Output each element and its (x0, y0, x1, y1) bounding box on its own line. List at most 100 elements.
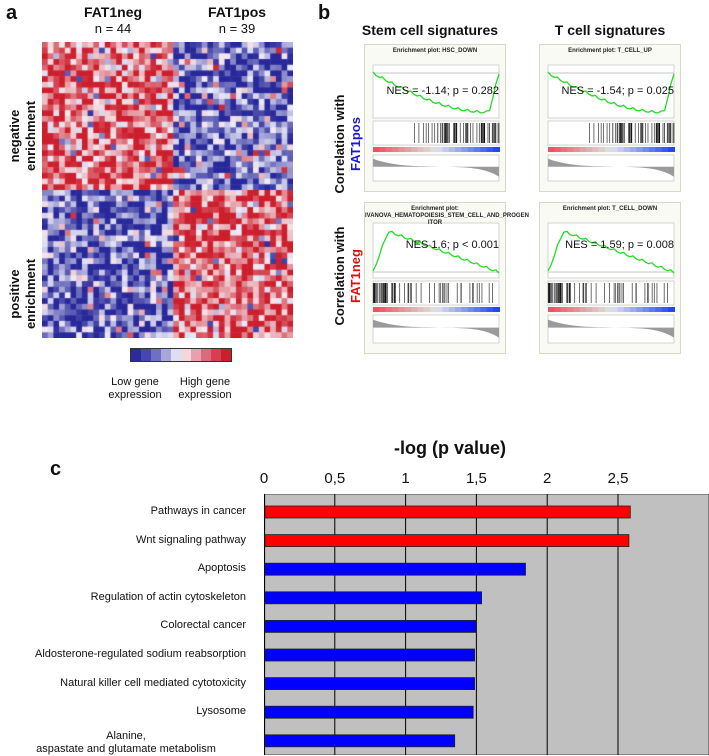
gsea-curve-svg (372, 222, 500, 344)
gsea-curve-frame (547, 222, 675, 279)
legend-swatch (201, 349, 211, 361)
col-header-tcell: T cell signatures (554, 22, 666, 38)
row-label-positive-line1: positive (7, 269, 22, 319)
gsea-ranked-metric (548, 158, 674, 177)
gsea-ranked-metric (548, 319, 674, 338)
gsea-nes-stat: NES = 1.59; p = 0.008 (565, 239, 674, 251)
group2-name: FAT1pos (207, 4, 267, 20)
bar-regulation-of-actin-cytoskeleton (264, 591, 483, 605)
gsea-plot-tcell-up: Enrichment plot: T_CELL_UP NES = -1.54; … (539, 44, 681, 192)
legend-high-line2: expression (178, 389, 232, 401)
gsea-curve-frame (547, 64, 675, 119)
legend-swatch (171, 349, 181, 361)
legend-swatch (221, 349, 231, 361)
row-label-negative-line2: enrichment (23, 100, 38, 172)
row-label-fat1pos: Correlation with FAT1pos (332, 84, 368, 204)
gsea-title-line: Enrichment plot: HSC_DOWN (392, 48, 478, 54)
chart-axis-title: -log (p value) (394, 438, 506, 458)
category-label: Lysosome (196, 705, 246, 718)
row2-correlation-text: Correlation with (332, 226, 347, 326)
x-tick-label: 0,5 (324, 470, 346, 487)
gsea-plot-title: Enrichment plot: T_CELL_UP (540, 48, 680, 55)
panel-a-letter: a (6, 2, 18, 24)
legend-high-label: High gene expression (170, 376, 240, 402)
group2-count: n = 39 (218, 21, 256, 36)
legend-low-line2: expression (108, 389, 162, 401)
expression-color-legend (130, 348, 232, 362)
gsea-curve-frame (372, 64, 500, 119)
gsea-enrichment-curve (372, 230, 500, 274)
category-label: Alanine, aspastate and glutamate metaboli… (36, 729, 216, 755)
row1-group-text: FAT1pos (348, 117, 363, 171)
bar-aldosterone-regulated-sodium-reabsorption (264, 648, 476, 662)
legend-swatch (151, 349, 161, 361)
gsea-nes-stat: NES = -1.54; p = 0.025 (561, 85, 674, 97)
row2-group-text: FAT1neg (348, 249, 363, 303)
gsea-rank-gradient (373, 147, 500, 152)
gsea-curve-svg (547, 222, 675, 344)
expression-heatmap (42, 42, 293, 338)
gsea-title-line: ITOR (427, 220, 443, 226)
bar-colorectal-cancer (264, 620, 477, 633)
gsea-plot-title: Enrichment plot: HSC_DOWN (365, 48, 505, 55)
gsea-title-line: Enrichment plot: T_CELL_DOWN (562, 206, 658, 212)
bar-apoptosis (264, 562, 526, 576)
x-tick-label: 2 (543, 470, 552, 487)
panel-c-letter: c (50, 458, 62, 480)
gsea-plot-tcell-down: Enrichment plot: T_CELL_DOWN NES = 1.59;… (539, 202, 681, 354)
category-label: Pathways in cancer (150, 505, 246, 517)
panel-b-letter: b (318, 2, 331, 24)
gsea-hits-frame (372, 120, 500, 146)
gsea-rank-gradient (373, 307, 500, 312)
legend-high-line1: High gene (179, 376, 231, 388)
gsea-enrichment-curve (372, 71, 500, 114)
x-tick-label: 1,5 (465, 470, 487, 487)
category-label: Natural killer cell mediated cytotoxicit… (60, 676, 246, 689)
legend-low-line1: Low gene (111, 376, 159, 388)
gsea-nes-stat: NES = -1.14; p = 0.282 (386, 85, 499, 97)
row-label-negative: negative enrichment (7, 81, 39, 191)
category-label: Regulation of actin cytoskeleton (90, 590, 246, 603)
legend-swatch (141, 349, 151, 361)
legend-swatch (211, 349, 221, 361)
gsea-plot-hsc-down: Enrichment plot: HSC_DOWN NES = -1.14; p… (364, 44, 506, 192)
x-tick-label: 2,5 (607, 470, 629, 487)
gsea-enrichment-curve (547, 230, 675, 274)
row-label-fat1neg: Correlation with FAT1neg (332, 216, 368, 336)
gsea-curve-svg (372, 64, 500, 182)
gsea-title-line: Enrichment plot: (411, 206, 459, 212)
bar-lysosome (264, 705, 474, 719)
row1-correlation-text: Correlation with (332, 94, 347, 194)
gsea-hits-frame (547, 120, 675, 146)
gsea-title-line: Enrichment plot: T_CELL_UP (568, 48, 652, 54)
gsea-curve-frame (372, 222, 500, 279)
col-header-stem: Stem cell signatures (361, 22, 499, 38)
gsea-ranked-metric (373, 319, 499, 338)
legend-swatch (131, 349, 141, 361)
group1-count: n = 44 (94, 21, 132, 36)
legend-swatch (161, 349, 171, 361)
gsea-curve-svg (547, 64, 675, 182)
bar-natural-killer-cell-mediated-cytotoxicity (264, 677, 476, 691)
legend-low-label: Low gene expression (100, 376, 170, 402)
row-label-negative-line1: negative (7, 109, 22, 163)
category-label: Wnt signaling pathway (135, 533, 246, 546)
group1-name: FAT1neg (83, 4, 143, 20)
gsea-title-line: IVANOVA_HEMATOPOIESIS_STEM_CELL_AND_PROG… (365, 213, 529, 219)
gsea-rank-gradient (548, 307, 675, 312)
bar-pathways-in-cancer (264, 505, 631, 519)
x-tick-label: 0 (259, 470, 269, 487)
row-label-positive-line2: enrichment (23, 258, 38, 330)
gsea-rank-gradient (548, 147, 675, 152)
gsea-plot-title: Enrichment plot: T_CELL_DOWN (540, 206, 680, 213)
category-label: Aldosterone-regulated sodium reabsorptio… (35, 648, 246, 660)
x-tick-label: 1 (401, 470, 410, 487)
bar-wnt-signaling-pathway (264, 534, 630, 547)
category-label: Apoptosis (197, 562, 246, 575)
gsea-ranked-metric (373, 158, 499, 177)
legend-swatch (181, 349, 191, 361)
gsea-enrichment-curve (547, 71, 675, 114)
gsea-plot-title: Enrichment plot: IVANOVA_HEMATOPOIESIS_S… (365, 206, 529, 227)
category-label: Colorectal cancer (160, 619, 246, 632)
pvalue-bar-chart (264, 494, 709, 755)
